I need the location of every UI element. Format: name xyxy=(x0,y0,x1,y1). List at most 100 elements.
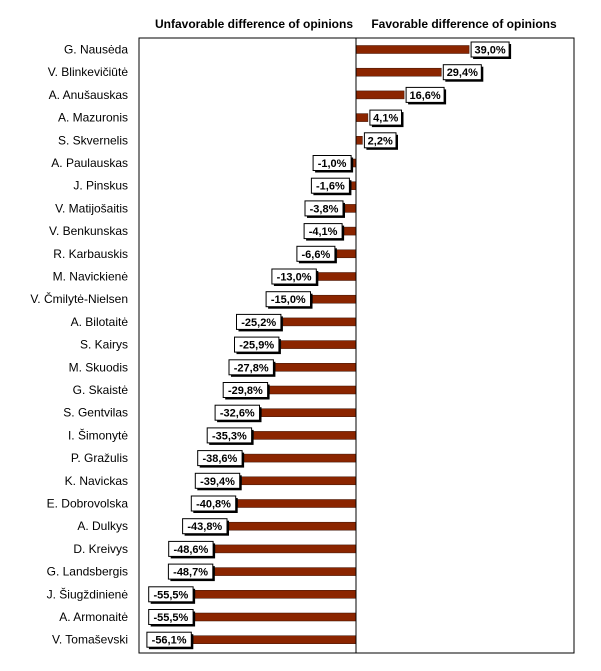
data-label-text: -48,7% xyxy=(173,567,208,579)
data-label-i-simonyte: -35,3% xyxy=(206,427,254,445)
data-label-box xyxy=(470,41,510,58)
bar-m-skuodis xyxy=(275,363,357,372)
category-label-a-armonaite: A. Armonaitė xyxy=(59,610,128,624)
data-label-box xyxy=(146,631,192,648)
bar-a-mazuronis xyxy=(355,113,369,122)
data-label-text: -1,6% xyxy=(316,181,345,193)
data-label-box xyxy=(296,245,336,262)
data-label-a-dulkys: -43,8% xyxy=(182,518,229,536)
category-label-j-pinskus: J. Pinskus xyxy=(73,179,128,193)
data-label-box xyxy=(363,132,397,149)
data-label-p-grazulis: -38,6% xyxy=(197,450,245,468)
data-label-box xyxy=(236,313,282,330)
bar-a-anusauskas xyxy=(355,90,405,100)
data-label-box xyxy=(234,336,280,353)
data-label-text: -39,4% xyxy=(200,476,235,488)
labels-layer: 39,0% 29,4% 16,6% 4,1% 2,2% -1,0% -1,6% -3,8% -4… xyxy=(146,41,512,650)
category-label-g-landsbergis: G. Landsbergis xyxy=(47,565,128,579)
category-labels: G. Nausėda V. Blinkevičiūtė A. Anušauskas A… xyxy=(30,43,128,647)
bar-e-dobrovolska xyxy=(237,499,357,508)
data-label-v-tomasevski: -56,1% xyxy=(146,631,194,650)
data-label-text: 4,1% xyxy=(373,113,398,125)
data-label-box xyxy=(303,223,343,240)
data-label-text: -25,9% xyxy=(239,340,274,352)
category-label-m-skuodis: M. Skuodis xyxy=(69,360,128,374)
data-label-box xyxy=(228,359,274,376)
data-label-text: -6,6% xyxy=(302,249,331,261)
data-label-text: -35,3% xyxy=(212,430,247,442)
bar-d-kreivys xyxy=(214,544,357,554)
data-label-d-kreivys: -48,6% xyxy=(168,540,216,559)
data-label-text: 29,4% xyxy=(447,67,478,79)
bar-g-landsbergis xyxy=(214,567,357,576)
data-label-box xyxy=(148,609,194,625)
bar-a-dulkys xyxy=(228,521,357,531)
category-label-e-dobrovolska: E. Dobrovolska xyxy=(47,497,129,511)
header-favorable: Favorable difference of opinions xyxy=(371,17,557,31)
bar-j-pinskus xyxy=(351,181,357,190)
data-label-box xyxy=(182,518,228,535)
category-label-a-anusauskas: A. Anušauskas xyxy=(49,88,128,102)
data-label-box xyxy=(304,200,344,217)
category-label-v-cmilyte-nielsen: V. Čmilytė-Nielsen xyxy=(30,291,128,306)
data-label-text: -48,6% xyxy=(173,544,208,556)
data-label-text: -1,0% xyxy=(318,158,347,170)
data-label-box xyxy=(271,268,317,285)
data-label-k-navickas: -39,4% xyxy=(194,472,242,491)
data-label-v-benkunskas: -4,1% xyxy=(303,223,345,241)
data-label-box xyxy=(405,86,445,103)
bars-layer xyxy=(193,45,470,644)
category-label-g-nauseda: G. Nausėda xyxy=(64,43,128,57)
data-label-m-navickiene: -13,0% xyxy=(271,268,319,286)
data-label-e-dobrovolska: -40,8% xyxy=(190,495,238,513)
category-label-a-dulkys: A. Dulkys xyxy=(77,519,128,533)
bar-v-cmilyte-nielsen xyxy=(312,294,357,304)
data-label-m-skuodis: -27,8% xyxy=(228,359,276,377)
data-label-text: -29,8% xyxy=(228,385,263,397)
data-label-text: -43,8% xyxy=(187,521,222,533)
data-label-v-cmilyte-nielsen: -15,0% xyxy=(265,291,313,309)
category-label-a-bilotaite: A. Bilotaitė xyxy=(71,315,129,329)
data-label-box xyxy=(369,109,402,126)
bar-s-gentvilas xyxy=(261,408,357,417)
category-label-a-mazuronis: A. Mazuronis xyxy=(58,111,128,125)
category-label-j-siugzdiniene: J. Šiugždinienė xyxy=(47,586,129,601)
bar-k-navickas xyxy=(241,476,357,486)
data-label-v-blinkeviciute: 29,4% xyxy=(442,64,484,82)
category-label-r-karbauskis: R. Karbauskis xyxy=(53,247,128,261)
bar-s-skvernelis xyxy=(355,136,363,145)
data-label-text: -32,6% xyxy=(220,408,255,420)
data-label-text: -13,0% xyxy=(277,272,312,284)
category-label-v-blinkeviciute: V. Blinkevičiūtė xyxy=(48,65,129,79)
data-label-text: -3,8% xyxy=(310,203,339,215)
data-label-box xyxy=(190,495,237,512)
data-label-box xyxy=(168,540,214,557)
data-label-text: -4,1% xyxy=(309,226,338,238)
data-label-box xyxy=(222,382,269,398)
data-label-text: -25,2% xyxy=(241,317,276,329)
category-label-m-navickiene: M. Navickienė xyxy=(53,270,129,284)
category-label-p-grazulis: P. Gražulis xyxy=(71,451,128,465)
data-label-text: -38,6% xyxy=(202,453,237,465)
category-label-a-paulauskas: A. Paulauskas xyxy=(51,156,128,170)
category-label-g-skaiste: G. Skaistė xyxy=(73,383,129,397)
data-label-text: -55,5% xyxy=(153,612,188,624)
bar-v-blinkeviciute xyxy=(355,67,442,77)
data-label-g-nauseda: 39,0% xyxy=(470,41,512,59)
data-label-box xyxy=(194,472,241,489)
bar-p-grazulis xyxy=(243,453,357,463)
data-label-text: -55,5% xyxy=(153,589,188,601)
data-label-g-skaiste: -29,8% xyxy=(222,382,270,400)
data-label-box xyxy=(265,291,312,308)
category-label-k-navickas: K. Navickas xyxy=(65,474,128,488)
bar-v-tomasevski xyxy=(193,635,357,644)
category-label-s-skvernelis: S. Skvernelis xyxy=(58,133,128,147)
data-label-s-kairys: -25,9% xyxy=(234,336,281,355)
data-label-text: -40,8% xyxy=(196,499,231,511)
data-label-text: -56,1% xyxy=(152,635,187,647)
bar-g-skaiste xyxy=(269,385,357,395)
data-label-box xyxy=(206,427,253,444)
data-label-box xyxy=(148,586,194,603)
data-label-g-landsbergis: -48,7% xyxy=(167,563,215,582)
